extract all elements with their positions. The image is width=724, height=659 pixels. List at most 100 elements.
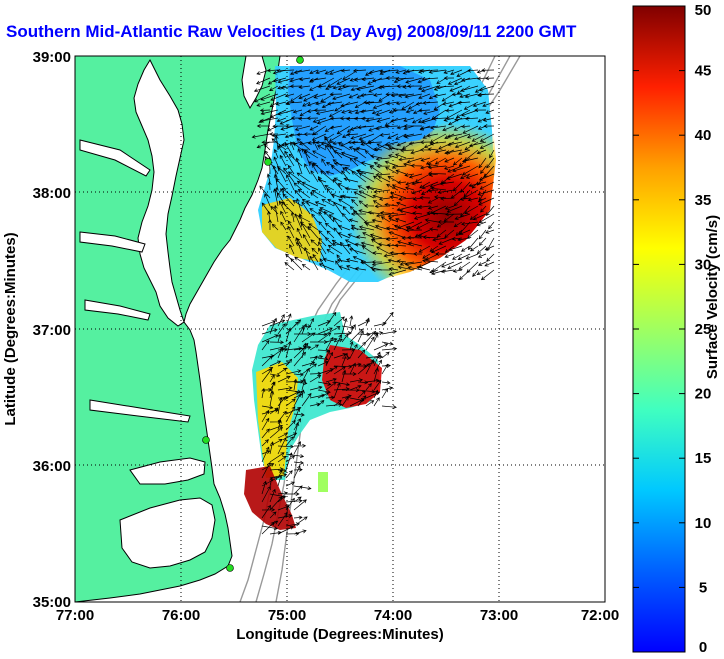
current-vector-arrow <box>419 195 431 200</box>
current-vector-arrow <box>472 269 479 277</box>
current-vector-arrow <box>325 311 337 327</box>
current-vector-arrow <box>436 221 447 228</box>
current-vector-arrow <box>478 261 487 266</box>
current-vector-arrow <box>277 469 283 479</box>
current-vector-arrow <box>329 125 343 130</box>
current-vector-arrow <box>293 381 308 386</box>
current-vector-arrow <box>285 452 293 471</box>
current-vector-arrow <box>412 211 423 216</box>
current-vector-arrow <box>315 109 335 116</box>
current-vector-arrow <box>366 101 383 105</box>
current-vector-arrow <box>290 141 295 151</box>
current-vector-arrow <box>277 444 295 449</box>
river-inlet-4 <box>89 399 191 423</box>
colorbar-ticks: 0 5 10 15 20 25 30 35 40 45 50 <box>633 2 711 656</box>
current-vector-arrow <box>376 143 391 151</box>
current-vector-arrow <box>435 251 447 256</box>
current-vector-arrow <box>351 171 367 183</box>
current-vector-arrow <box>421 77 439 81</box>
current-vector-arrow <box>398 157 415 162</box>
current-vector-arrow <box>285 420 296 431</box>
current-vector-arrow <box>353 210 367 223</box>
current-vector-arrow <box>314 201 327 207</box>
current-vector-arrow <box>325 161 335 167</box>
current-vector-arrow <box>269 511 277 519</box>
current-vector-arrow <box>489 149 495 159</box>
current-vector-arrow <box>284 262 295 271</box>
current-vector-arrow <box>389 251 407 256</box>
current-vector-arrow <box>311 247 319 255</box>
current-vector-arrow <box>293 412 305 417</box>
current-vector-arrow <box>269 441 274 455</box>
current-vector-arrow <box>276 117 287 123</box>
current-vector-arrow <box>440 196 455 201</box>
current-vector-arrow <box>319 258 327 271</box>
current-vector-arrow <box>375 213 391 218</box>
current-vector-arrow <box>373 367 379 383</box>
current-vector-arrow <box>405 226 415 231</box>
current-vector-arrow <box>326 248 335 255</box>
current-vector-arrow <box>269 340 285 345</box>
current-vector-arrow <box>408 173 423 179</box>
current-vector-arrow <box>270 205 279 215</box>
current-vector-arrow <box>357 332 371 337</box>
current-vector-arrow <box>293 372 304 377</box>
current-vector-arrow <box>293 390 303 407</box>
current-vector-arrow <box>465 173 479 179</box>
current-vector-arrow <box>311 213 319 223</box>
current-vector-arrow <box>309 317 315 327</box>
current-vector-arrow <box>471 133 487 142</box>
current-vector-arrow <box>427 188 439 193</box>
current-vector-arrow <box>373 397 380 407</box>
current-vector-arrow <box>360 93 375 98</box>
current-vector-arrow <box>365 336 375 351</box>
current-vector-arrow <box>321 101 335 109</box>
current-vector-arrow <box>287 171 303 183</box>
current-vector-arrow <box>400 148 415 153</box>
current-vector-arrow <box>267 219 272 230</box>
current-vector-arrow <box>476 149 487 155</box>
current-vector-arrow <box>277 375 291 383</box>
current-vector-arrow <box>440 269 455 274</box>
current-vector-arrow <box>427 205 439 210</box>
current-vector-arrow <box>277 410 287 423</box>
current-vector-arrow <box>325 381 337 391</box>
current-vector-arrow <box>385 166 399 175</box>
current-vector-arrow <box>318 230 327 239</box>
current-vector-arrow <box>388 267 399 272</box>
lon-tick-label: 72:00 <box>581 607 619 624</box>
current-vector-arrow <box>271 138 287 151</box>
current-vector-arrow <box>485 109 495 114</box>
current-vector-arrow <box>372 200 383 207</box>
current-vector-arrow <box>320 141 335 146</box>
current-vector-arrow <box>323 210 335 223</box>
current-vector-arrow <box>476 245 487 255</box>
current-vector-arrow <box>410 163 423 168</box>
current-vector-arrow <box>277 167 287 183</box>
current-vector-arrow <box>332 178 343 191</box>
current-vector-arrow <box>376 117 391 123</box>
pamlico-sound <box>119 497 216 569</box>
current-vector-arrow <box>290 258 303 271</box>
current-vector-arrow <box>395 76 415 81</box>
radar-station-4 <box>226 564 234 572</box>
current-vector-arrow <box>418 245 431 253</box>
current-vector-arrow <box>476 173 487 186</box>
current-vector-arrow <box>464 205 479 214</box>
current-vector-arrow <box>458 149 471 156</box>
current-vector-arrow <box>280 125 295 131</box>
current-vector-arrow <box>373 351 381 367</box>
current-vector-arrow <box>405 77 423 84</box>
current-vector-arrow <box>433 195 447 200</box>
current-vector-arrow <box>306 116 319 121</box>
current-vector-arrow <box>477 117 487 123</box>
colorbar-tick-label: 40 <box>695 127 712 144</box>
current-vector-arrow <box>405 69 423 74</box>
velocity-patch-south-red <box>322 345 382 408</box>
current-vector-arrow <box>395 217 407 223</box>
current-vector-arrow <box>281 187 295 199</box>
current-vector-arrow <box>344 186 359 191</box>
current-vector-arrow <box>381 380 391 385</box>
current-vector-arrow <box>315 101 327 106</box>
current-vector-arrow <box>289 77 303 83</box>
